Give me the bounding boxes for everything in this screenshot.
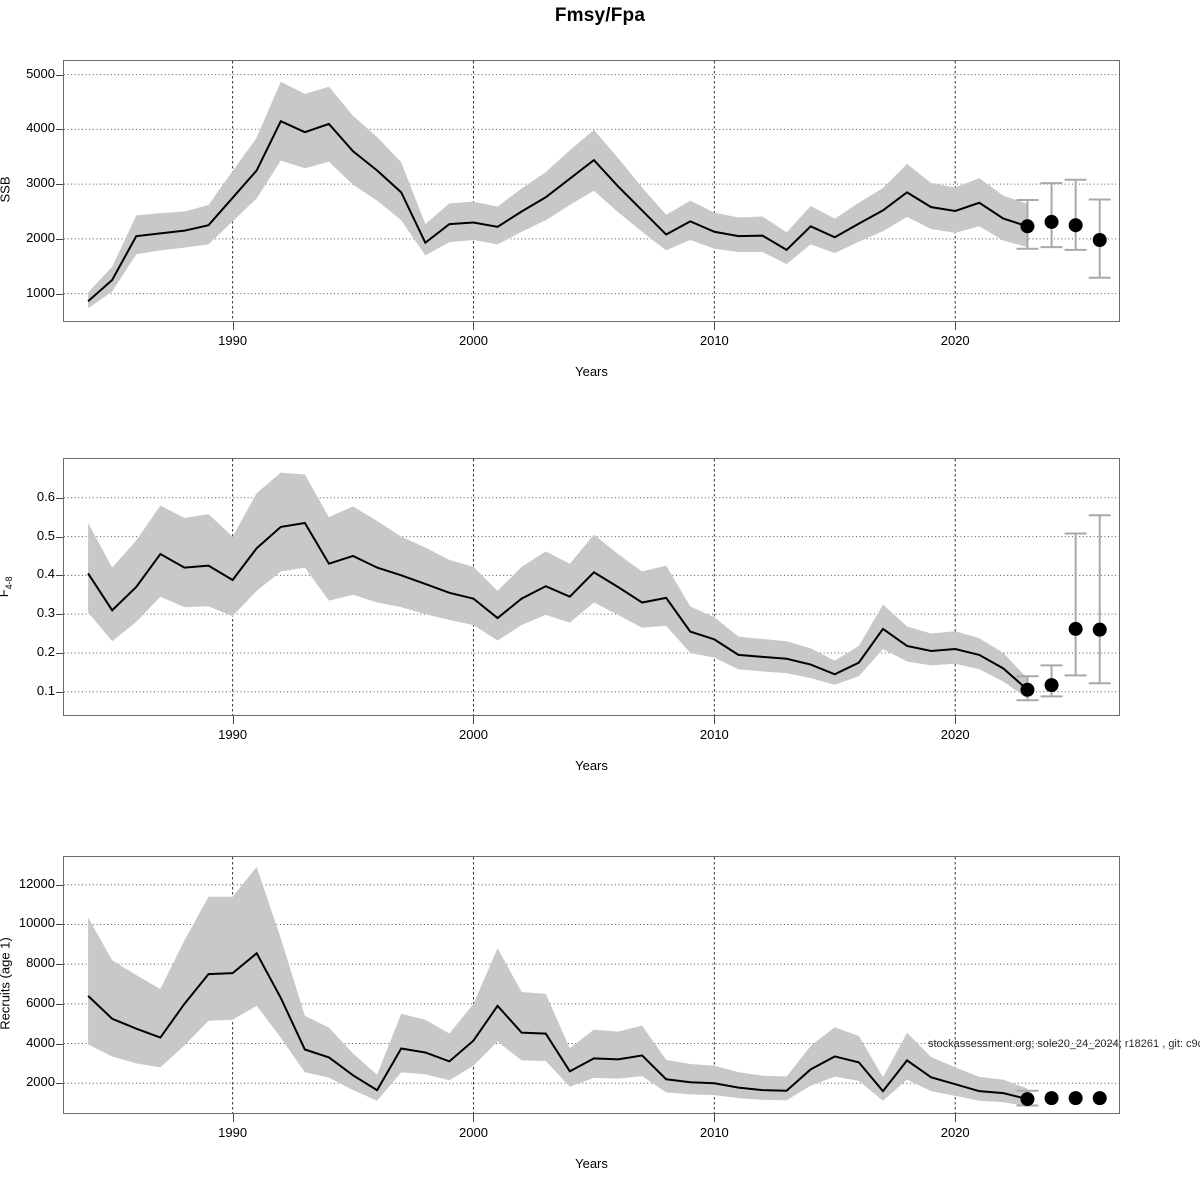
y-tick-label: 4000 [26,120,55,136]
x-tick-mark [232,1114,234,1122]
y-axis-label-recruits: Recruits (age 1) [0,937,13,1030]
y-tick-mark [56,884,63,886]
y-tick-mark [56,575,63,577]
plot-area-ssb [63,60,1120,322]
x-tick-mark [232,322,234,330]
x-tick-label: 2000 [459,333,488,348]
y-tick-label: 0.1 [36,682,55,698]
x-tick-mark [473,322,475,330]
y-tick-mark [56,497,63,499]
x-tick-label: 1990 [218,1125,248,1140]
ssb-series-svg [64,61,1119,321]
x-axis-label-fbar: Years [575,758,608,773]
y-tick-mark [56,691,63,693]
x-tick-label: 2000 [459,1125,488,1140]
y-tick-mark [56,1083,63,1085]
x-tick-label: 1990 [218,333,248,348]
x-tick-mark [714,322,716,330]
x-tick-label: 1990 [218,727,248,742]
y-tick-label: 12000 [18,875,55,891]
y-tick-label: 10000 [18,915,55,931]
x-axis-label-ssb: Years [575,364,608,379]
fbar-series-svg [64,459,1119,715]
y-tick-mark [56,238,63,240]
recruits-series-svg [64,857,1119,1113]
x-tick-mark [955,716,957,724]
y-tick-label: 5000 [26,65,55,81]
y-tick-mark [56,293,63,295]
x-tick-label: 2020 [940,727,970,742]
y-tick-label: 0.4 [36,566,55,582]
y-tick-mark [56,536,63,538]
x-tick-label: 2010 [699,1125,729,1140]
x-tick-label: 2010 [699,333,729,348]
x-tick-label: 2020 [940,1125,970,1140]
y-tick-label: 0.3 [36,605,55,621]
x-tick-mark [232,716,234,724]
plot-area-recruits [63,856,1120,1114]
x-tick-label: 2000 [459,727,488,742]
y-tick-label: 3000 [26,175,55,191]
x-tick-label: 2010 [699,727,729,742]
y-tick-mark [56,924,63,926]
y-tick-mark [56,964,63,966]
y-tick-label: 0.5 [36,527,55,543]
y-tick-mark [56,614,63,616]
x-tick-mark [955,322,957,330]
y-tick-label: 2000 [26,1074,55,1090]
x-tick-mark [473,716,475,724]
plot-area-fbar [63,458,1120,716]
y-tick-mark [56,1003,63,1005]
x-axis-label-recruits: Years [575,1156,608,1171]
y-tick-mark [56,1043,63,1045]
y-tick-label: 0.2 [36,643,55,659]
y-tick-label: 0.6 [36,488,55,504]
y-tick-mark [56,129,63,131]
watermark-text: stockassessment.org; sole20_24_2024; r18… [928,1038,1200,1050]
y-tick-mark [56,184,63,186]
page-title: Fmsy/Fpa [554,5,646,26]
y-tick-label: 4000 [26,1034,55,1050]
x-tick-mark [714,716,716,724]
x-tick-label: 2020 [940,333,970,348]
y-tick-label: 1000 [26,284,55,300]
y-tick-mark [56,74,63,76]
x-tick-mark [473,1114,475,1122]
y-tick-label: 2000 [26,229,55,245]
y-tick-mark [56,652,63,654]
x-tick-mark [714,1114,716,1122]
y-tick-label: 6000 [26,994,55,1010]
y-tick-label: 8000 [26,955,55,971]
x-tick-mark [955,1114,957,1122]
